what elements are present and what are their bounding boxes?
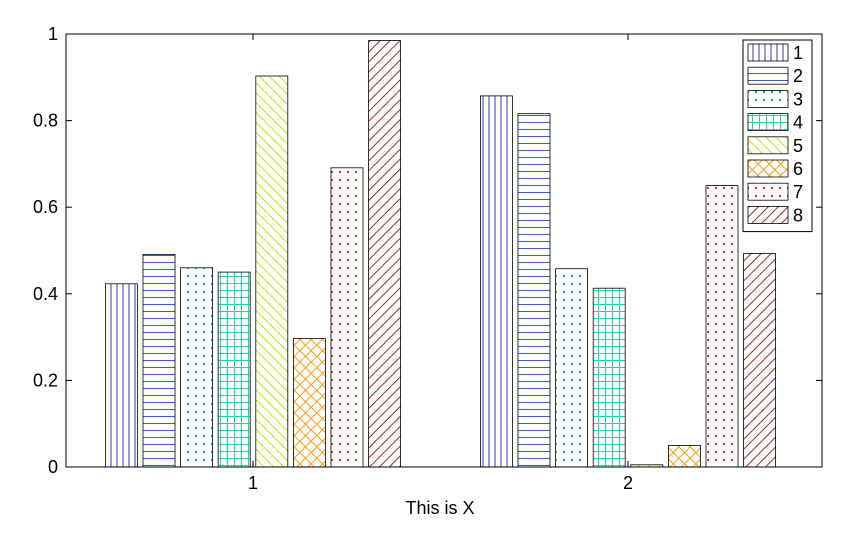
bar-series-2-category-2 <box>517 113 551 468</box>
bar-series-1-category-2 <box>479 95 513 468</box>
bar-series-1-category-1 <box>105 283 138 468</box>
x-tick-label: 1 <box>248 473 258 493</box>
bar-series-6-category-2 <box>668 444 701 468</box>
legend-label-8: 8 <box>793 205 803 225</box>
bar-series-3-category-2 <box>555 268 588 468</box>
y-axis: 0 0.2 0.4 0.6 0.8 1 <box>33 24 822 477</box>
bar-series-4-category-1 <box>217 271 251 468</box>
legend-swatch-8 <box>747 205 789 224</box>
y-tick-label: 0.8 <box>33 111 58 131</box>
legend-label-6: 6 <box>793 159 803 179</box>
legend-label-2: 2 <box>793 66 803 86</box>
bars-layer <box>105 40 776 468</box>
bar-series-8-category-1 <box>368 40 402 468</box>
legend-swatch-6 <box>747 159 789 178</box>
y-tick-label: 0 <box>48 457 58 477</box>
legend-swatch-5 <box>747 136 789 155</box>
legend-swatch-1 <box>747 43 789 62</box>
bar-series-4-category-2 <box>592 287 626 468</box>
bar-series-8-category-2 <box>743 253 776 468</box>
y-tick-label: 0.6 <box>33 197 58 217</box>
legend-label-1: 1 <box>793 43 803 63</box>
bar-series-7-category-1 <box>330 167 364 468</box>
bar-series-6-category-1 <box>292 337 326 468</box>
bar-series-5-category-1 <box>255 75 289 468</box>
x-axis-title: This is X <box>405 498 474 518</box>
legend-label-7: 7 <box>793 182 803 202</box>
legend-swatch-7 <box>747 182 789 201</box>
bar-series-2-category-1 <box>142 253 176 468</box>
legend-swatch-4 <box>747 113 789 131</box>
bar-series-3-category-1 <box>180 267 214 468</box>
x-tick-label: 2 <box>623 473 633 493</box>
y-tick-label: 0.4 <box>33 284 58 304</box>
bar-series-7-category-2 <box>705 185 739 468</box>
legend-label-5: 5 <box>793 136 803 156</box>
legend-label-3: 3 <box>793 89 803 109</box>
legend-label-4: 4 <box>793 113 803 133</box>
y-tick-label: 0.2 <box>33 370 58 390</box>
plot-frame <box>65 33 823 468</box>
legend-swatch-3 <box>747 90 789 108</box>
legend: 1 2 3 4 5 6 7 8 <box>742 39 813 233</box>
y-tick-label: 1 <box>48 24 58 44</box>
legend-swatch-2 <box>747 66 789 85</box>
